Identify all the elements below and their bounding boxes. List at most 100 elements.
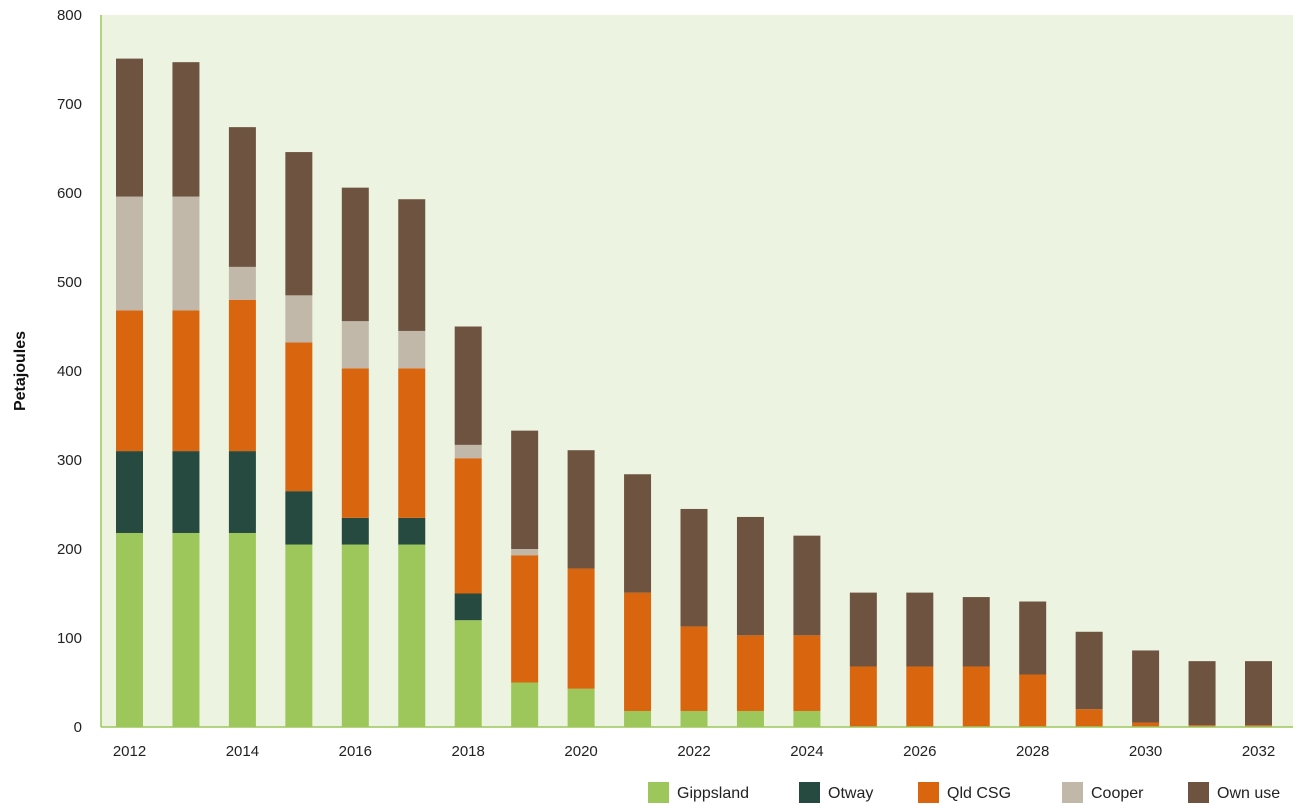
bar-2027-own-use — [962, 597, 990, 667]
x-tick-label: 2028 — [1016, 743, 1049, 760]
bar-2030-own-use — [1132, 650, 1160, 723]
bar-2015-qld-csg — [285, 342, 313, 492]
bar-2012-otway — [116, 451, 143, 533]
bar-2015-cooper — [285, 295, 313, 343]
bar-2020-gippsland — [567, 688, 595, 727]
bar-2022-own-use — [680, 508, 708, 627]
bar-2017-otway — [398, 517, 426, 545]
bar-2024-qld-csg — [793, 635, 821, 711]
bar-2026-own-use — [906, 592, 934, 667]
bar-2017-cooper — [398, 330, 426, 369]
bar-2017-own-use — [398, 199, 426, 331]
legend-label-own-use: Own use — [1217, 785, 1280, 802]
y-tick-label: 500 — [57, 274, 82, 291]
bar-2021-own-use — [624, 474, 652, 593]
x-tick-label: 2022 — [677, 743, 710, 760]
bar-2029-own-use — [1075, 631, 1103, 710]
bar-2031-qld-csg — [1188, 725, 1216, 727]
bar-2016-own-use — [341, 187, 369, 322]
x-tick-labels: 2012 2014 2016 2018 2020 2022 2024 2026 2028 2030… — [113, 743, 1275, 760]
legend-swatch-qld-csg — [918, 782, 939, 803]
bar-2013-cooper — [172, 196, 200, 311]
bar-2022-gippsland — [680, 710, 708, 727]
y-tick-label: 0 — [74, 719, 82, 736]
bar-2024-gippsland — [793, 710, 821, 727]
bar-2028-own-use — [1019, 601, 1047, 675]
legend-label-gippsland: Gippsland — [677, 785, 749, 802]
bar-2025-qld-csg — [849, 666, 877, 727]
x-tick-label: 2012 — [113, 743, 146, 760]
bar-2017-gippsland — [398, 544, 426, 727]
bar-2032-qld-csg — [1245, 725, 1272, 727]
bar-2013-own-use — [172, 62, 200, 197]
bar-2012-gippsland — [116, 532, 143, 727]
y-axis-title: Petajoules — [12, 331, 29, 411]
bar-2015-gippsland — [285, 544, 313, 727]
bar-2020-qld-csg — [567, 568, 595, 689]
bar-2018-otway — [454, 593, 482, 621]
bar-2021-gippsland — [624, 710, 652, 727]
bar-2019-own-use — [511, 430, 539, 549]
bar-2014-own-use — [228, 127, 256, 267]
x-tick-label: 2016 — [339, 743, 372, 760]
x-tick-label: 2026 — [903, 743, 936, 760]
bar-2012-cooper — [116, 196, 143, 311]
x-tick-label: 2018 — [452, 743, 485, 760]
bar-2015-own-use — [285, 152, 313, 296]
bar-2018-cooper — [454, 444, 482, 459]
bar-2014-gippsland — [228, 532, 256, 727]
bar-2029-qld-csg — [1075, 709, 1103, 727]
y-tick-label: 700 — [57, 96, 82, 113]
bar-2023-own-use — [736, 516, 764, 636]
bar-2017-qld-csg — [398, 368, 426, 518]
bar-2016-gippsland — [341, 544, 369, 727]
bar-2013-otway — [172, 451, 200, 533]
bar-2026-qld-csg — [906, 666, 934, 727]
bar-2018-qld-csg — [454, 458, 482, 594]
x-tick-label: 2030 — [1129, 743, 1162, 760]
y-tick-label: 200 — [57, 541, 82, 558]
legend-swatch-own-use — [1188, 782, 1209, 803]
bar-2014-cooper — [228, 266, 256, 300]
bar-2019-gippsland — [511, 682, 539, 727]
bar-2027-qld-csg — [962, 666, 990, 727]
legend-label-otway: Otway — [828, 785, 873, 802]
bar-2024-own-use — [793, 535, 821, 636]
bar-2025-own-use — [849, 592, 877, 667]
x-tick-label: 2032 — [1242, 743, 1275, 760]
bar-2018-own-use — [454, 326, 482, 445]
bars-group — [116, 58, 1272, 727]
bar-2022-qld-csg — [680, 626, 708, 711]
bar-2015-otway — [285, 491, 313, 545]
legend-swatch-otway — [799, 782, 820, 803]
bar-2021-qld-csg — [624, 592, 652, 711]
y-tick-label: 300 — [57, 452, 82, 469]
legend: Gippsland Otway Qld CSG Cooper Own use — [648, 782, 1280, 803]
bar-2016-qld-csg — [341, 368, 369, 518]
y-tick-label: 600 — [57, 185, 82, 202]
legend-label-cooper: Cooper — [1091, 785, 1144, 802]
bar-2013-qld-csg — [172, 310, 200, 452]
bar-2032-own-use — [1245, 661, 1272, 726]
bar-2018-gippsland — [454, 620, 482, 727]
x-tick-label: 2020 — [564, 743, 597, 760]
bar-2020-own-use — [567, 450, 595, 569]
bar-2014-otway — [228, 451, 256, 533]
bar-2019-qld-csg — [511, 555, 539, 683]
x-tick-label: 2014 — [226, 743, 259, 760]
y-tick-label: 400 — [57, 363, 82, 380]
bar-2012-qld-csg — [116, 310, 143, 452]
bar-2016-cooper — [341, 321, 369, 369]
y-tick-labels: 0 100 200 300 400 500 600 700 800 — [57, 7, 82, 736]
legend-swatch-cooper — [1062, 782, 1083, 803]
bar-2013-gippsland — [172, 532, 200, 727]
legend-label-qld-csg: Qld CSG — [947, 785, 1011, 802]
x-tick-label: 2024 — [790, 743, 823, 760]
bar-2023-gippsland — [736, 710, 764, 727]
legend-swatch-gippsland — [648, 782, 669, 803]
bar-2016-otway — [341, 517, 369, 545]
bar-2012-own-use — [116, 58, 143, 197]
bar-2030-qld-csg — [1132, 722, 1160, 727]
bar-2028-qld-csg — [1019, 674, 1047, 727]
